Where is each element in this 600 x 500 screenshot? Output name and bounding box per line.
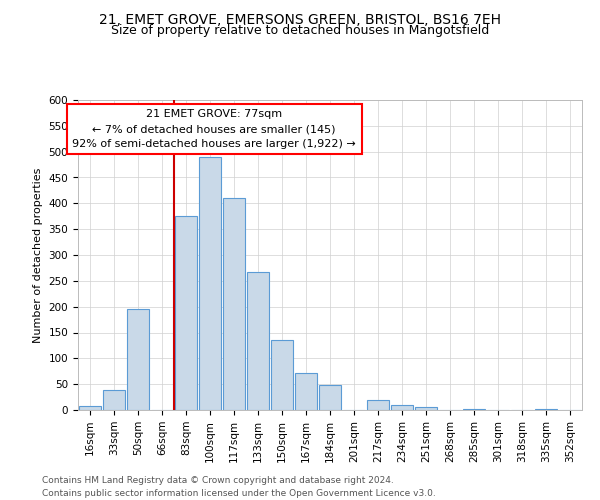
Text: Size of property relative to detached houses in Mangotsfield: Size of property relative to detached ho…: [111, 24, 489, 37]
Bar: [223, 198, 245, 410]
Text: 21 EMET GROVE: 77sqm
← 7% of detached houses are smaller (145)
92% of semi-detac: 21 EMET GROVE: 77sqm ← 7% of detached ho…: [72, 110, 356, 149]
Bar: [127, 309, 149, 410]
Bar: [319, 385, 341, 410]
Bar: [79, 406, 101, 410]
Text: Contains HM Land Registry data © Crown copyright and database right 2024.
Contai: Contains HM Land Registry data © Crown c…: [42, 476, 436, 498]
Text: 21, EMET GROVE, EMERSONS GREEN, BRISTOL, BS16 7EH: 21, EMET GROVE, EMERSONS GREEN, BRISTOL,…: [99, 12, 501, 26]
Bar: [103, 390, 125, 410]
Bar: [199, 157, 221, 410]
Bar: [295, 373, 317, 410]
Bar: [463, 409, 485, 410]
Bar: [391, 405, 413, 410]
Bar: [415, 408, 437, 410]
Bar: [535, 409, 557, 410]
Y-axis label: Number of detached properties: Number of detached properties: [33, 168, 43, 342]
Bar: [271, 340, 293, 410]
Bar: [367, 400, 389, 410]
Bar: [247, 272, 269, 410]
Bar: [175, 216, 197, 410]
